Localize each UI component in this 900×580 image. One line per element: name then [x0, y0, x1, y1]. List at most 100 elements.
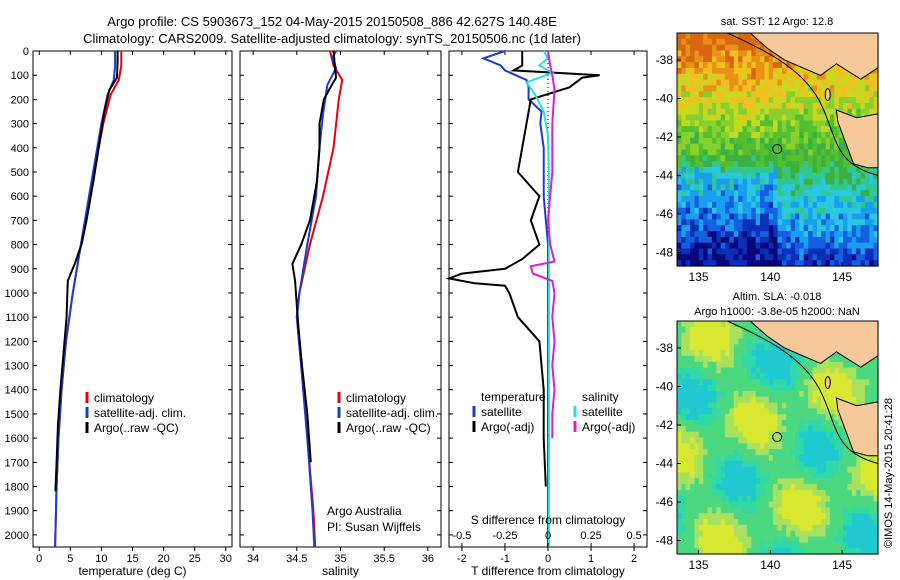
map-cell	[685, 501, 691, 508]
map-cell	[808, 91, 814, 98]
map-cell	[821, 542, 827, 549]
map-cell	[677, 408, 682, 415]
map-cell	[681, 190, 687, 197]
map-cell	[825, 524, 831, 532]
map-cell	[751, 126, 757, 133]
map-cell	[742, 149, 748, 156]
map-cell	[698, 332, 704, 339]
map-cell	[685, 126, 691, 133]
map-cell	[746, 326, 752, 334]
map-cell	[803, 420, 809, 427]
map-cell	[847, 108, 853, 116]
map-cell	[764, 242, 770, 250]
map-cell	[725, 97, 731, 104]
map-cell	[847, 361, 853, 369]
map-cell	[677, 373, 682, 380]
map-cell	[773, 431, 779, 439]
map-cell	[746, 344, 752, 351]
map-cell	[746, 33, 752, 40]
map-cell	[834, 260, 840, 267]
map-cell	[733, 137, 739, 145]
map-cell	[751, 137, 757, 145]
map-cell	[843, 207, 848, 215]
map-cell	[742, 126, 748, 133]
map-cell	[742, 507, 748, 514]
map-cell	[677, 108, 682, 116]
map-cell	[816, 260, 822, 267]
map-cell	[712, 385, 717, 392]
map-cell	[755, 513, 761, 520]
map-cell	[825, 414, 831, 421]
map-cell	[808, 242, 814, 250]
map-cell	[677, 102, 682, 110]
map-cell	[738, 68, 744, 75]
map-cell	[829, 443, 835, 450]
map-cell	[694, 390, 700, 398]
map-cell	[773, 231, 779, 238]
map-cell	[746, 102, 752, 110]
map-cell	[698, 402, 704, 409]
map-cell	[746, 114, 752, 121]
map-cell	[825, 542, 831, 549]
map-cell	[847, 513, 853, 520]
map-cell	[838, 167, 844, 174]
map-cell	[755, 344, 761, 351]
map-cell	[825, 501, 831, 508]
map-cell	[773, 85, 779, 92]
map-cell	[808, 219, 814, 226]
map-cell	[716, 385, 722, 392]
map-cell	[698, 44, 704, 51]
map-cell	[808, 196, 814, 203]
map-cell	[729, 201, 735, 209]
map-cell	[795, 367, 800, 374]
map-cell	[694, 513, 700, 520]
map-cell	[720, 524, 726, 532]
map-cell	[799, 466, 805, 473]
map-cell	[834, 402, 840, 409]
map-cell	[777, 236, 783, 244]
map-frame	[676, 320, 879, 555]
map-cell	[808, 513, 814, 520]
map-cell	[681, 143, 687, 151]
map-cell	[703, 167, 709, 174]
x-tick-top-label: -0.5	[452, 530, 471, 542]
map-cell	[712, 108, 717, 116]
map-cell	[777, 390, 783, 398]
map-cell	[685, 50, 691, 57]
map-cell	[685, 68, 691, 75]
map-cell	[803, 167, 809, 174]
map-cell	[768, 213, 774, 220]
map-cell	[786, 385, 792, 392]
map-cell	[834, 126, 840, 133]
map-cell	[716, 172, 722, 180]
y-tick-label: 500	[11, 167, 29, 179]
map-cell	[795, 495, 800, 503]
map-cell	[694, 201, 700, 209]
map-cell	[729, 484, 735, 491]
map-cell	[751, 120, 757, 127]
map-cell	[733, 91, 739, 98]
map-cell	[829, 73, 835, 81]
map-cell	[843, 396, 848, 404]
map-cell	[707, 355, 713, 363]
map-cell	[808, 455, 814, 462]
map-cell	[781, 355, 787, 363]
map-cell	[733, 443, 739, 450]
map-cell	[725, 332, 731, 339]
map-cell	[720, 519, 726, 526]
map-cell	[864, 73, 870, 81]
map-cell	[725, 472, 731, 479]
map-cell	[795, 79, 800, 86]
map-cell	[821, 478, 827, 485]
map-cell	[799, 155, 805, 162]
map-cell	[760, 161, 765, 168]
map-cell	[712, 201, 717, 209]
map-cell	[694, 449, 700, 456]
map-cell	[712, 260, 717, 267]
map-cell	[812, 437, 818, 444]
map-cell	[725, 184, 731, 191]
map-cell	[812, 137, 818, 145]
map-cell	[698, 91, 704, 98]
map-cell	[720, 161, 726, 168]
map-cell	[755, 50, 761, 57]
